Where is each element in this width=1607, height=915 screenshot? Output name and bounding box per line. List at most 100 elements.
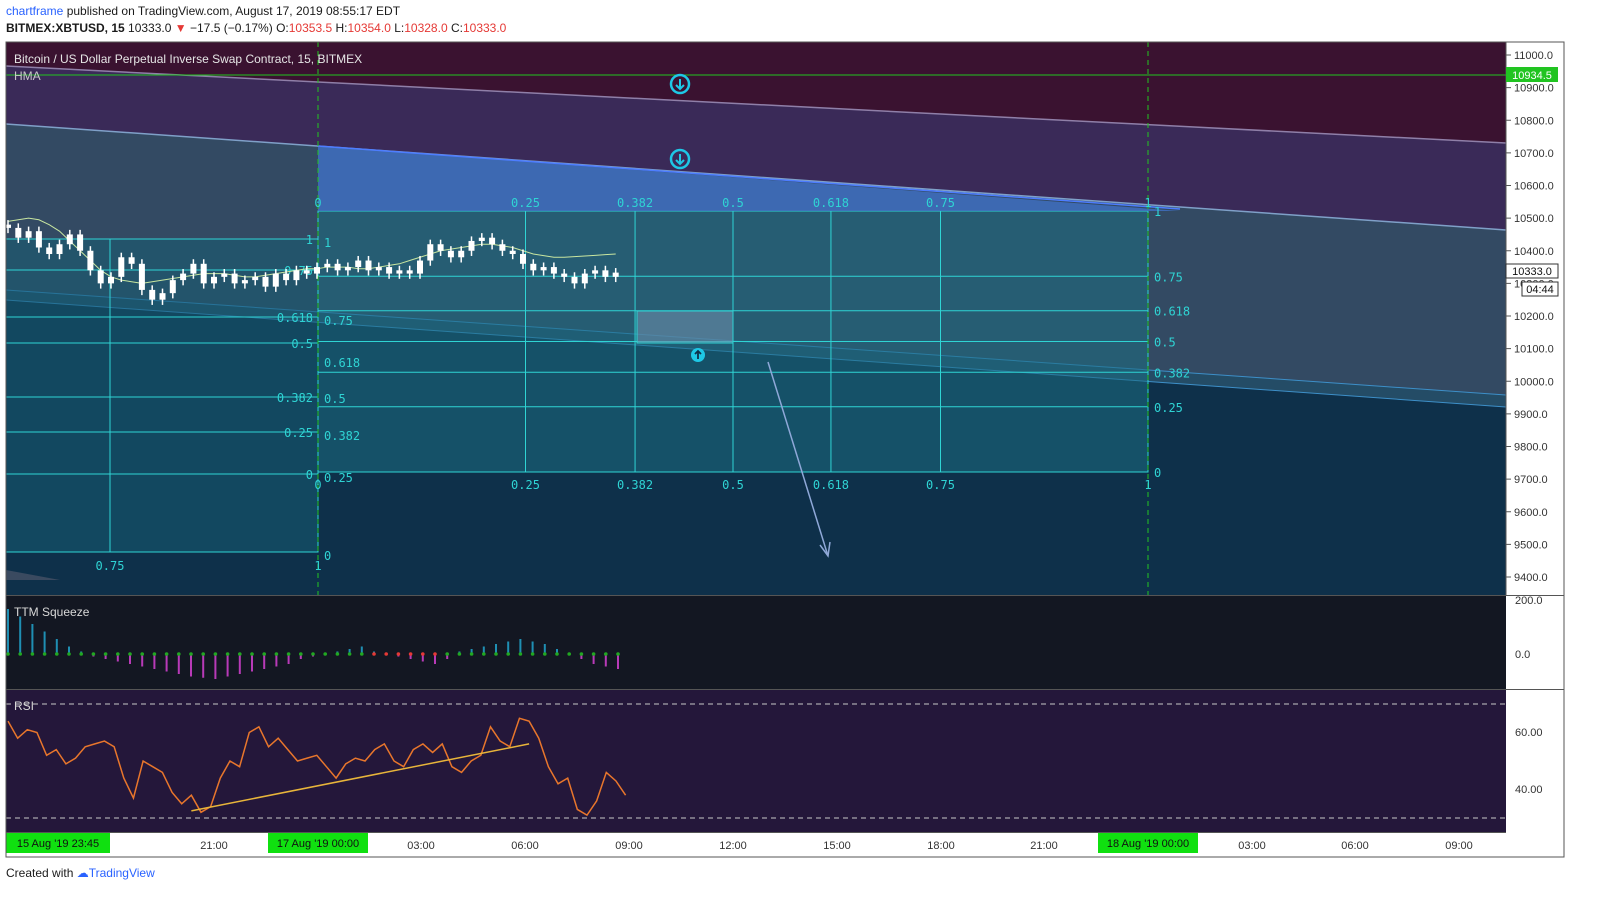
ttm-dot [335,652,340,656]
ttm-bar [129,654,131,664]
ttm-legend: TTM Squeeze [14,605,90,619]
tradingview-brand[interactable]: TradingView [88,866,155,880]
fib-time-label: 0.618 [813,478,849,492]
down-arrow-icon[interactable] [669,148,691,170]
price-axis[interactable]: 11000.0 10900.0 10800.0 10700.0 10600.0 10500… [1505,42,1564,857]
fib-time-label-top: 0 [314,196,321,210]
ttm-bar [409,654,412,659]
candle-body [231,273,238,284]
corner-shape [6,570,60,580]
fib-inner-label: 0.75 [324,314,353,328]
ttm-tick-1: 200.0 [1515,595,1543,607]
time-label: 18:00 [927,840,955,852]
ttm-dot [360,652,364,656]
rsi-pane[interactable]: RSI 60.00 40.00 [6,689,1564,833]
price-tick-label: 9900.0 [1514,409,1548,421]
candle-body [293,270,300,281]
fib-time-label: 0 [314,478,321,492]
fib-price-label: 0.25 [1154,401,1183,415]
ttm-bar [531,641,534,654]
ttm-dot [116,652,120,656]
ttm-dot [567,652,571,656]
price-tick-label: 10900.0 [1514,83,1554,95]
candle-body [355,260,362,268]
fib-inner-label: 0.5 [324,392,346,406]
ttm-dot [91,652,96,656]
ttm-dot [408,652,413,656]
candle-body [324,263,331,268]
hma-legend: HMA [14,69,41,83]
ttm-dot [482,652,486,656]
ttm-bar [68,646,70,654]
ttm-dot [18,652,23,656]
close-value: 10333.0 [462,21,507,35]
ttm-bar [202,654,205,678]
fib-inner-label: 0 [324,549,331,563]
ttm-bar [153,654,156,669]
fib-box-left[interactable] [6,238,319,553]
ttm-dot [128,652,132,656]
channel-top-line [6,65,1506,144]
ttm-bar [556,649,558,654]
ttm-bar [214,654,217,679]
candle-body [478,237,485,241]
ttm-bar [495,644,497,654]
ttm-dot [518,652,523,656]
symbol-label: BITMEX:XBTUSD, 15 [6,21,125,35]
time-label: 17 Aug '19 00:00 [277,838,359,850]
countdown-tag [1521,281,1559,297]
candle-body [592,270,599,274]
ohlc-bar: BITMEX:XBTUSD, 15 10333.0 ▼ −17.5 (−0.17… [6,21,506,35]
created-with-text: Created with [6,866,74,880]
ttm-bar [275,654,278,667]
ttm-bar [104,654,107,659]
ttm-bar [165,654,168,672]
candle-body [571,276,578,284]
ttm-bar [470,649,473,654]
candle-body [6,224,11,228]
low-label: L: [394,21,405,35]
rsi-legend: RSI [14,699,34,713]
candle-body [159,293,166,300]
ttm-dot [469,652,474,656]
ttm-dot [286,652,291,656]
fib-highlight-cell [636,310,734,344]
close-label: C: [450,21,463,35]
ttm-bar [251,654,253,672]
ttm-squeeze-pane[interactable]: TTM Squeeze 200.0 0.0 [6,595,1564,689]
candle-body [252,276,259,281]
fib-time-label: 0.75 [926,478,955,492]
author-link[interactable]: chartframe [6,4,64,18]
ttm-bar [434,654,436,664]
last-price-text: 10333.0 [1512,266,1552,278]
channel-mid-line [6,123,1506,231]
main-pane[interactable]: 0000.250.250.250.3820.3820.3820.50.50.50… [5,42,1506,595]
ttm-dot [311,652,315,656]
fib-left-label: 0.25 [284,426,313,440]
time-axis[interactable]: 15 Aug '19 23:45 21:00 17 Aug '19 00:00 03:… [6,832,1564,857]
candle-body [97,270,104,284]
time-label: 18 Aug '19 00:00 [1107,838,1189,850]
candle-body [221,273,228,277]
time-label-highlight [6,833,110,853]
candle-body [550,267,557,274]
ttm-dot [616,652,620,656]
time-label: 21:00 [200,840,228,852]
candle-body [128,257,135,264]
ttm-tick-2: 0.0 [1515,649,1530,661]
rsi-tick-40: 40.00 [1515,784,1543,796]
down-arrow-icon[interactable] [669,73,691,95]
price-tick-label: 10100.0 [1514,344,1554,356]
ttm-pane-bg [6,596,1506,689]
high-value: 10354.0 [347,21,391,35]
candle-body [458,250,465,258]
change-value: −17.5 (−0.17%) [190,21,273,35]
ttm-dot [250,652,254,656]
ttm-bar [31,624,34,654]
fib-left-label: 0.382 [277,391,313,405]
fib-price-label: 0.618 [1154,305,1190,319]
up-arrow-icon[interactable] [691,348,705,362]
time-label: 06:00 [511,840,539,852]
ttm-bar [446,654,449,659]
